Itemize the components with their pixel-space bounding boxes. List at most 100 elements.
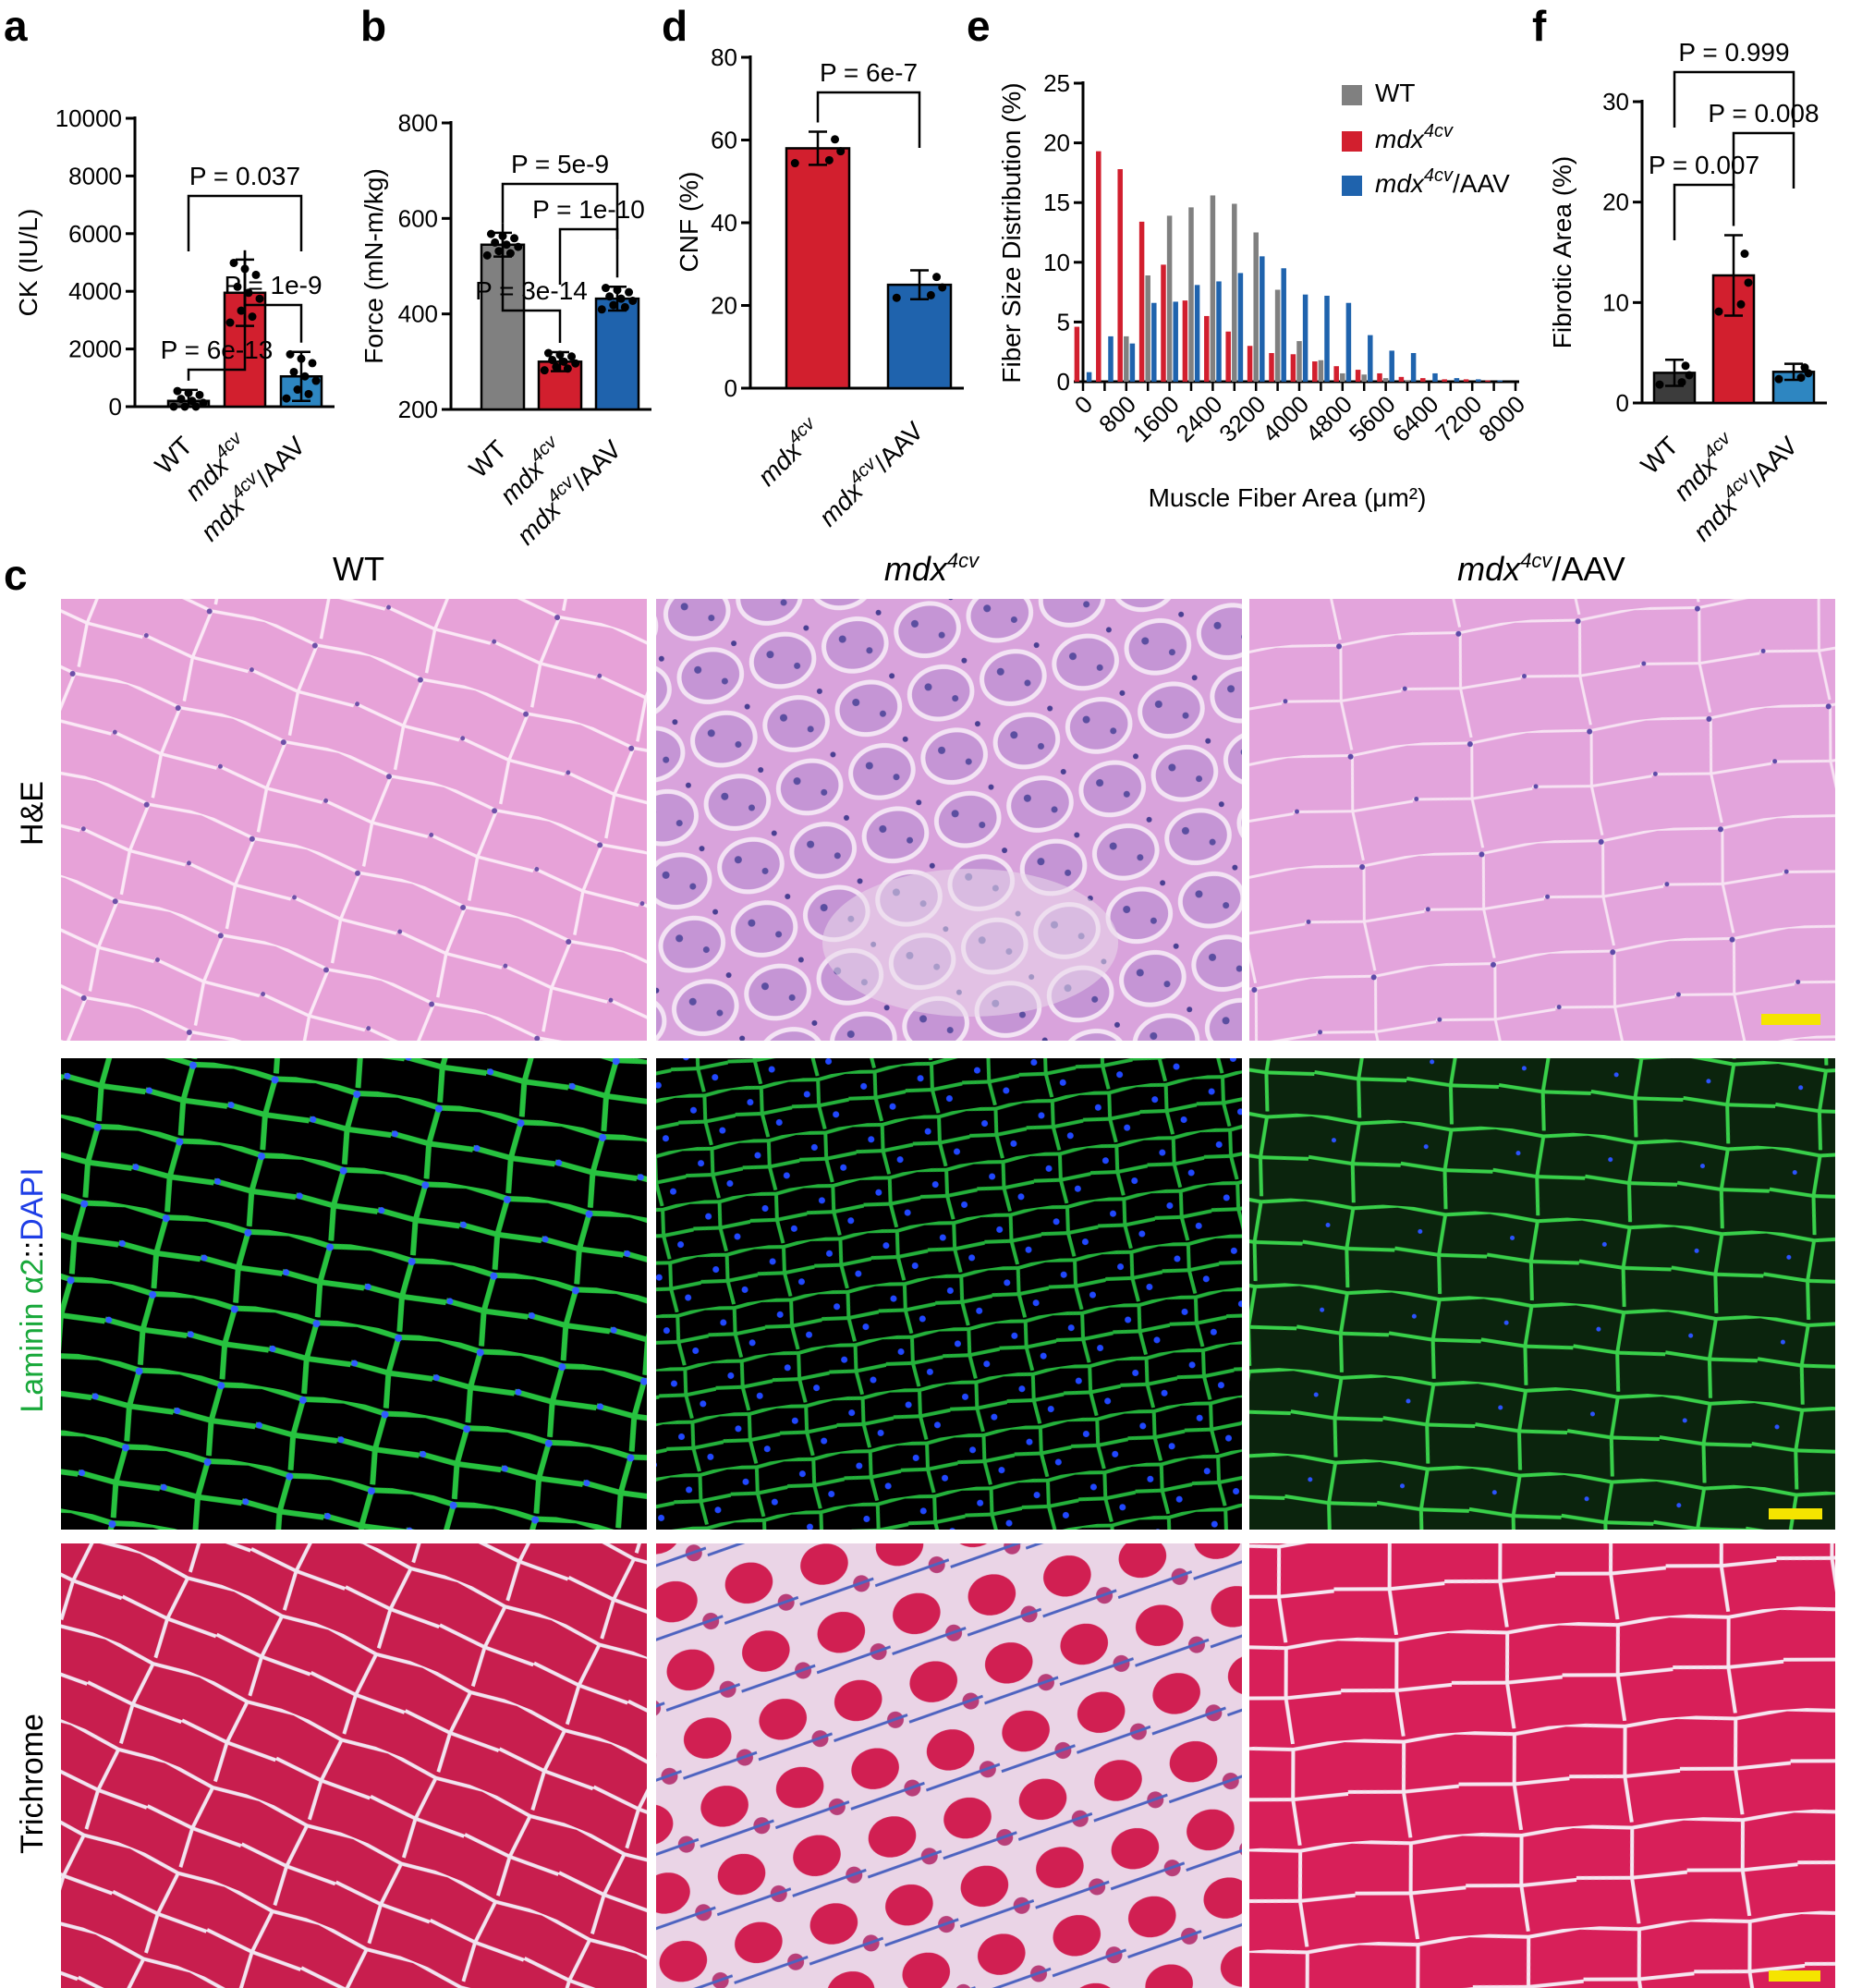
column-title-wt: WT xyxy=(333,550,384,588)
chart-a-pvalue-bracket xyxy=(187,250,247,381)
chart-e-bar xyxy=(1442,379,1447,382)
chart-d-y-label: CNF (%) xyxy=(675,172,703,273)
chart-e-tick-label: 0 xyxy=(1057,368,1070,396)
chart-b-data-point xyxy=(552,362,561,372)
chart-d-pvalue-bracket xyxy=(816,91,921,148)
micrograph-he-wt xyxy=(61,599,647,1041)
chart-e-bar xyxy=(1382,378,1389,382)
panel-letter-c: c xyxy=(4,551,28,599)
chart-f-data-point xyxy=(1736,299,1746,309)
chart-e-bar xyxy=(1345,302,1352,382)
chart-d-data-point xyxy=(892,293,901,302)
chart-d-bar xyxy=(785,147,851,390)
legend-superscript: 4cv xyxy=(1424,121,1454,141)
chart-e-x-tick-label: 4800 xyxy=(1300,390,1357,447)
chart-e-legend-swatch xyxy=(1342,176,1362,196)
chart-b-tick-label: 600 xyxy=(398,204,438,232)
micrograph-trichrome-mdx xyxy=(656,1543,1242,1988)
chart-e-tick-label: 10 xyxy=(1043,249,1070,276)
chart-f-pvalue-bracket xyxy=(1673,183,1735,240)
chart-e-bar xyxy=(1182,300,1188,382)
chart-e-bar xyxy=(1138,221,1145,382)
chart-e-tick-label: 15 xyxy=(1043,189,1070,216)
chart-a-data-point xyxy=(251,270,261,279)
chart-f-data-point xyxy=(1714,307,1723,316)
chart-f-pvalue-bracket xyxy=(1732,131,1795,189)
chart-f-data-point xyxy=(1796,373,1806,383)
chart-a-tick-label: 6000 xyxy=(68,220,122,248)
chart-a-data-point xyxy=(300,372,310,381)
chart-e-bar xyxy=(1225,331,1231,382)
panel-letter-a: a xyxy=(4,2,28,50)
chart-f-tick-label: 10 xyxy=(1602,288,1629,316)
chart-e-bar xyxy=(1151,302,1157,382)
chart-e-x-tick-label: 5600 xyxy=(1344,390,1401,447)
chart-e-bar xyxy=(1210,195,1216,382)
chart-d-tick-label: 20 xyxy=(711,292,737,320)
chart-e-bar xyxy=(1497,380,1503,382)
chart-a-data-point xyxy=(188,396,197,406)
chart-b-data-point xyxy=(540,366,549,375)
chart-b-data-point xyxy=(491,238,500,247)
chart-e-bar xyxy=(1247,346,1253,382)
chart-f-data-point xyxy=(1800,363,1809,372)
chart-e-bar xyxy=(1188,207,1194,382)
chart-e-bar xyxy=(1253,232,1259,382)
chart-b-data-point xyxy=(616,294,626,303)
chart-b-data-point xyxy=(605,292,615,301)
chart-a-data-point xyxy=(199,398,208,408)
chart-f-pvalue-label: P = 0.999 xyxy=(1678,38,1789,67)
legend-mdx-text: mdx xyxy=(1375,125,1425,153)
chart-b-pvalue-bracket xyxy=(501,223,562,343)
chart-b-bar xyxy=(594,297,640,411)
chart-d-tick-label: 40 xyxy=(711,209,737,237)
chart-f-data-point xyxy=(1677,378,1686,387)
chart-e-bar xyxy=(1398,376,1405,382)
chart-e-bar xyxy=(1377,372,1382,382)
chart-d-data-point xyxy=(926,290,935,299)
chart-b-data-point xyxy=(563,364,572,373)
chart-f-pvalue-label: P = 0.007 xyxy=(1649,151,1759,179)
chart-e-bar xyxy=(1405,380,1410,382)
chart-a-data-point xyxy=(225,318,235,327)
chart-e-bar xyxy=(1340,372,1345,382)
legend-superscript: 4cv xyxy=(1424,165,1454,186)
chart-a-data-point xyxy=(286,349,295,359)
chart-b-data-point xyxy=(628,296,638,305)
chart-f-data-point xyxy=(1655,380,1664,389)
chart-f-data-point xyxy=(1685,371,1694,380)
chart-d-category-label: mdx4cv/AAV xyxy=(810,413,929,531)
chart-a-data-point xyxy=(255,294,264,303)
chart-a-data-point xyxy=(195,390,204,399)
chart-d-pvalue-label: P = 6e-7 xyxy=(820,58,918,87)
chart-b-data-point xyxy=(543,348,553,358)
chart-b-tick-label: 200 xyxy=(398,396,438,423)
chart-e-tick-label: 5 xyxy=(1057,308,1070,335)
chart-f-tick-label: 20 xyxy=(1602,189,1629,216)
chart-a-pvalue-label: P = 0.037 xyxy=(189,162,300,190)
chart-a-data-point xyxy=(176,395,186,404)
chart-e-bar xyxy=(1232,203,1237,382)
micrograph-he-mdx-infiltrate xyxy=(822,869,1118,1017)
scale-bar-trichrome xyxy=(1769,1970,1820,1982)
chart-a-data-point xyxy=(180,402,189,411)
chart-b-data-point xyxy=(597,305,606,314)
chart-e-bar xyxy=(1333,366,1339,382)
micrograph-laminin-wt xyxy=(61,1058,647,1530)
chart-a-pvalue-label: P = 6e-13 xyxy=(161,335,274,364)
chart-f-data-point xyxy=(1740,250,1749,259)
chart-d-bar xyxy=(886,283,953,390)
chart-b-data-point xyxy=(571,359,580,368)
chart-f-pvalue-bracket xyxy=(1673,70,1795,128)
chart-b-data-point xyxy=(486,229,495,238)
chart-d-data-point xyxy=(824,155,834,165)
chart-e-x-label: Muscle Fiber Area (μm²) xyxy=(1149,483,1427,512)
chart-e-x-tick-label: 0 xyxy=(1069,390,1098,419)
chart-d-tick-label: 0 xyxy=(724,374,737,402)
chart-a-data-point xyxy=(311,376,321,385)
chart-b-data-point xyxy=(548,355,557,364)
chart-e-bar xyxy=(1166,215,1173,382)
